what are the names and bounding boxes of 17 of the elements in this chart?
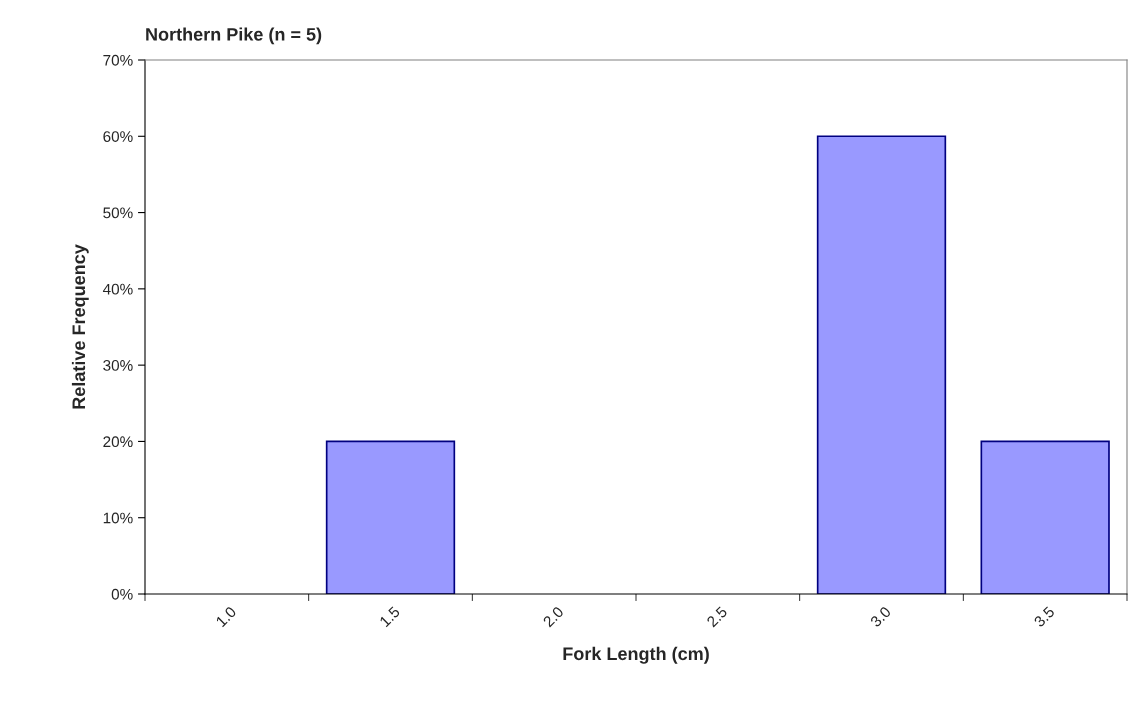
x-tick-label: 1.0 — [215, 605, 237, 628]
y-axis-title: Relative Frequency — [71, 244, 89, 409]
y-tick-label: 70% — [103, 54, 133, 66]
x-axis-title: Fork Length (cm) — [563, 646, 709, 664]
y-tick-label: 40% — [102, 283, 133, 295]
y-tick-label: 0% — [111, 588, 133, 600]
x-tick-label: 2.0 — [542, 605, 565, 628]
x-tick-label: 3.0 — [869, 605, 892, 628]
x-tick-label: 3.5 — [1033, 605, 1056, 628]
y-tick-label: 20% — [103, 436, 133, 448]
x-tick-label: 1.5 — [379, 605, 401, 628]
y-tick-label: 30% — [103, 360, 133, 371]
y-tick-label: 60% — [103, 131, 133, 142]
chart-title: Northern Pike (n = 5) — [146, 27, 322, 45]
y-tick-label: 50% — [103, 207, 133, 219]
y-tick-label: 10% — [103, 512, 133, 524]
x-tick-label: 2.5 — [706, 605, 728, 628]
